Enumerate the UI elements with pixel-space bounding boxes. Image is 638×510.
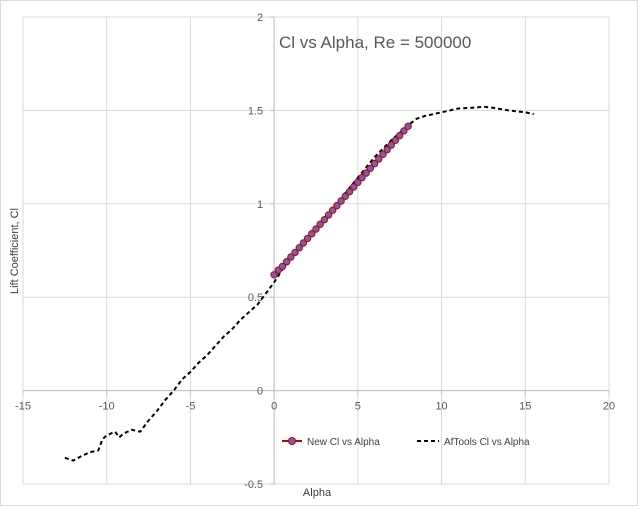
data-point-new-cl — [366, 164, 375, 173]
data-point-new-cl — [324, 211, 333, 219]
data-point-new-cl — [337, 197, 345, 205]
grid — [22, 16, 610, 485]
data-point-new-cl — [295, 244, 303, 252]
data-point-new-cl — [299, 239, 308, 247]
axes — [22, 16, 610, 485]
data-point-new-cl — [354, 178, 362, 187]
data-point-new-cl — [320, 216, 329, 224]
data-point-new-cl — [387, 141, 395, 149]
data-point-new-cl — [329, 206, 337, 215]
data-point-new-cl — [362, 169, 370, 177]
x-tick-label: 5 — [355, 401, 361, 413]
legend: New Cl vs Alpha AfTools Cl vs Alpha — [282, 437, 530, 448]
legend-label-aftools: AfTools Cl vs Alpha — [444, 437, 530, 448]
tick-labels: -15 -10 -5 0 5 10 15 20 -0.5 0 0.5 1 1.5 2 — [15, 12, 615, 491]
data-point-new-cl — [391, 136, 400, 145]
y-tick-label: 2 — [257, 12, 263, 24]
data-point-new-cl — [312, 225, 320, 233]
data-point-new-cl — [379, 150, 387, 159]
data-point-new-cl — [308, 230, 316, 238]
x-tick-label: 10 — [435, 401, 447, 413]
x-axis-label: Alpha — [303, 487, 332, 499]
x-tick-label: 15 — [519, 401, 531, 413]
x-tick-label: -5 — [186, 401, 196, 413]
data-point-new-cl — [291, 248, 299, 257]
x-tick-label: 20 — [603, 401, 615, 413]
x-tick-label: -10 — [99, 401, 115, 413]
series-line-aftools-cl — [64, 105, 534, 462]
data-point-new-cl — [287, 253, 295, 261]
x-tick-label: 0 — [271, 401, 277, 413]
legend-marker-new — [288, 437, 296, 445]
data-point-new-cl — [400, 127, 408, 135]
data-point-new-cl — [316, 220, 324, 229]
series — [64, 105, 534, 462]
data-point-new-cl — [370, 159, 379, 168]
y-tick-label: 1.5 — [248, 105, 263, 117]
x-tick-label: -15 — [15, 401, 31, 413]
y-tick-label: 0 — [257, 386, 263, 398]
chart-title: Cl vs Alpha, Re = 500000 — [279, 33, 471, 52]
data-point-new-cl — [396, 131, 404, 140]
data-point-new-cl — [350, 183, 358, 191]
data-point-new-cl — [404, 122, 412, 131]
y-tick-label: -0.5 — [244, 479, 263, 491]
data-point-new-cl — [345, 188, 354, 196]
y-tick-label: 0.5 — [248, 292, 263, 304]
data-point-new-cl — [283, 258, 291, 266]
y-axis-label: Lift Coefficient, Cl — [9, 208, 21, 294]
data-point-new-cl — [375, 155, 383, 163]
data-point-new-cl — [278, 262, 287, 271]
data-point-new-cl — [383, 145, 391, 154]
data-point-new-cl — [358, 173, 366, 182]
legend-label-new: New Cl vs Alpha — [307, 437, 380, 448]
data-point-new-cl — [303, 234, 312, 243]
data-point-new-cl — [341, 192, 349, 201]
data-point-new-cl — [333, 202, 341, 210]
y-tick-label: 1 — [257, 199, 263, 211]
data-point-new-cl — [270, 271, 278, 279]
